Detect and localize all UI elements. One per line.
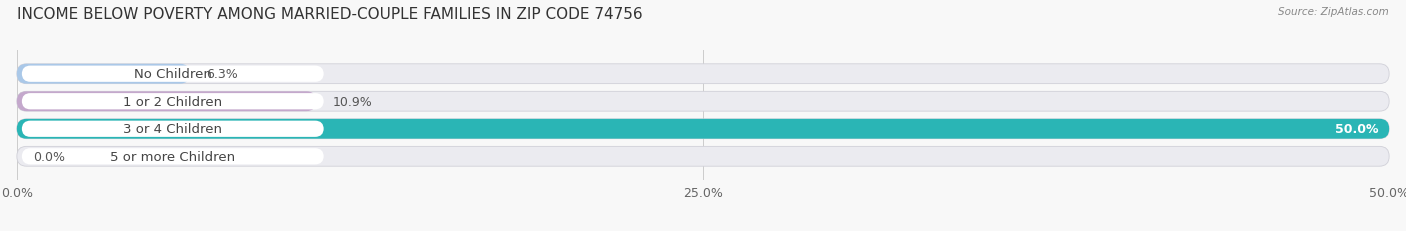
FancyBboxPatch shape bbox=[17, 147, 1389, 167]
FancyBboxPatch shape bbox=[22, 149, 323, 165]
Text: 0.0%: 0.0% bbox=[34, 150, 65, 163]
FancyBboxPatch shape bbox=[17, 64, 190, 84]
FancyBboxPatch shape bbox=[22, 94, 323, 110]
FancyBboxPatch shape bbox=[22, 66, 323, 82]
Text: 5 or more Children: 5 or more Children bbox=[110, 150, 235, 163]
Text: INCOME BELOW POVERTY AMONG MARRIED-COUPLE FAMILIES IN ZIP CODE 74756: INCOME BELOW POVERTY AMONG MARRIED-COUPL… bbox=[17, 7, 643, 22]
FancyBboxPatch shape bbox=[17, 92, 316, 112]
Text: No Children: No Children bbox=[134, 68, 212, 81]
FancyBboxPatch shape bbox=[22, 121, 323, 137]
Text: Source: ZipAtlas.com: Source: ZipAtlas.com bbox=[1278, 7, 1389, 17]
FancyBboxPatch shape bbox=[17, 64, 1389, 84]
Text: 6.3%: 6.3% bbox=[207, 68, 238, 81]
Text: 10.9%: 10.9% bbox=[332, 95, 373, 108]
FancyBboxPatch shape bbox=[17, 119, 1389, 139]
FancyBboxPatch shape bbox=[17, 119, 1389, 139]
FancyBboxPatch shape bbox=[17, 92, 1389, 112]
Text: 1 or 2 Children: 1 or 2 Children bbox=[124, 95, 222, 108]
Text: 50.0%: 50.0% bbox=[1334, 123, 1378, 136]
Text: 3 or 4 Children: 3 or 4 Children bbox=[124, 123, 222, 136]
